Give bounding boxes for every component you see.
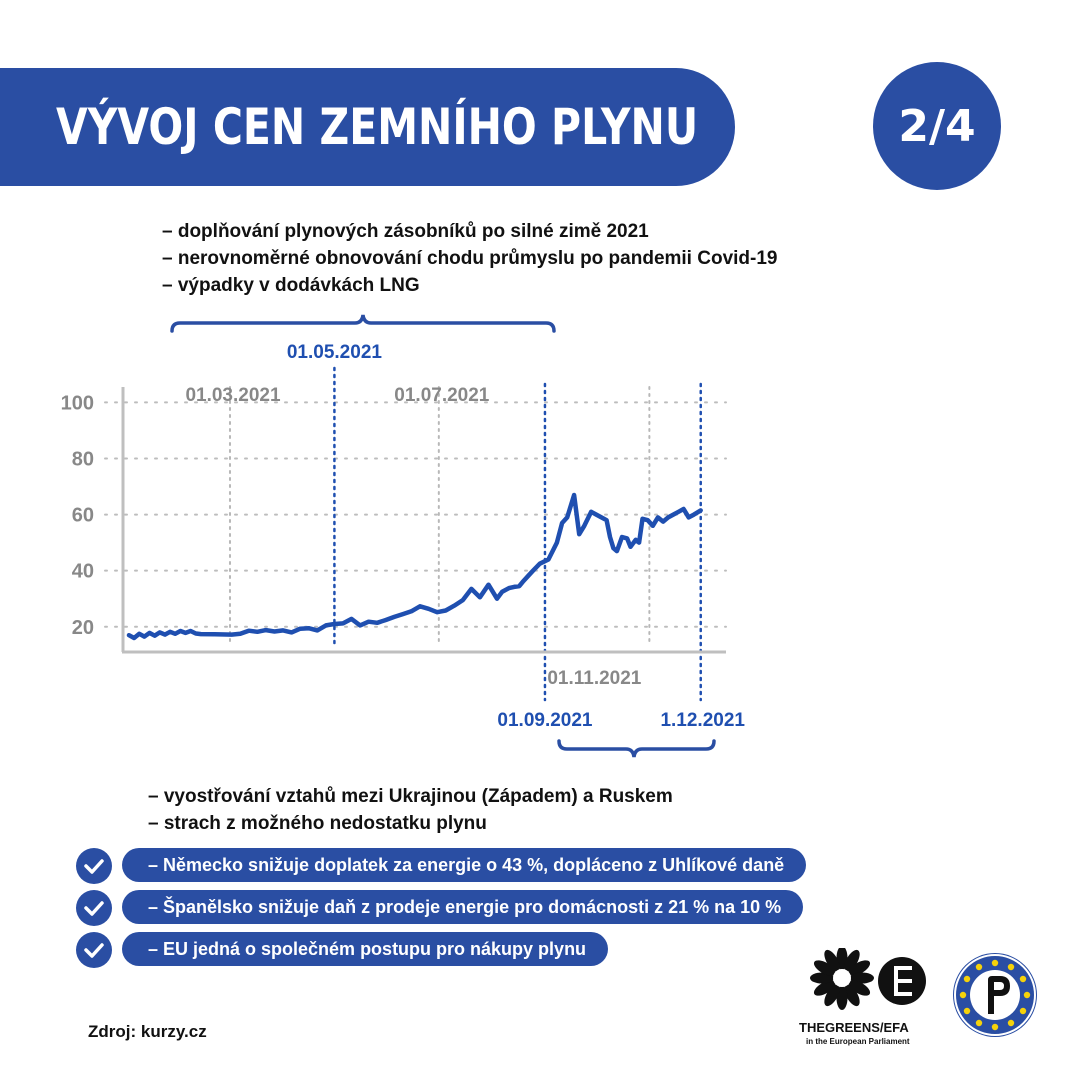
y-tick-label: 100: [61, 392, 94, 414]
page-title: VÝVOJ CEN ZEMNÍHO PLYNU: [56, 98, 699, 156]
list-item: – vyostřování vztahů mezi Ukrajinou (Záp…: [148, 786, 673, 807]
blue-date-label: 01.05.2021: [287, 342, 383, 363]
greens-logo-text: THEGREENS/EFA: [799, 1020, 909, 1035]
list-item: – doplňování plynových zásobníků po siln…: [162, 221, 649, 242]
list-item: – nerovnoměrné obnovování chodu průmyslu…: [162, 248, 778, 269]
blue-date-label: 01.09.2021: [497, 710, 593, 731]
greens-logo-subtext: in the European Parliament: [806, 1037, 910, 1046]
y-tick-labels: 20 40 60 80 100: [61, 392, 94, 638]
price-series-line: [126, 492, 703, 641]
measure-pill: – EU jedná o společném postupu pro nákup…: [122, 932, 609, 966]
check-icon: [76, 932, 112, 968]
reasons-second-period: – vyostřování vztahů mezi Ukrajinou (Záp…: [148, 783, 673, 837]
greens-efa-logo: THEGREENS/EFA in the European Parliament: [799, 948, 926, 1046]
gray-date-label: 01.07.2021: [394, 385, 490, 406]
date-marker-lines: [228, 366, 702, 702]
y-tick-label: 40: [72, 561, 94, 583]
check-icon: [76, 890, 112, 926]
y-tick-label: 60: [72, 505, 94, 527]
reasons-first-period: – doplňování plynových zásobníků po siln…: [162, 218, 777, 299]
measure-pill: – Německo snižuje doplatek za energie o …: [122, 848, 807, 882]
blue-date-label: 1.12.2021: [660, 710, 745, 731]
list-item: – strach z možného nedostatku plynu: [148, 813, 487, 834]
gridlines: [104, 401, 727, 628]
check-icon: [76, 848, 112, 884]
bottom-period-brace: [557, 739, 716, 758]
y-tick-label: 80: [72, 449, 94, 471]
list-item: – výpadky v dodávkách LNG: [162, 275, 420, 296]
y-tick-label: 20: [72, 617, 94, 639]
date-marker-labels: 01.03.2021 01.07.2021 01.11.2021 01.05.2021…: [185, 342, 745, 731]
title-banner: [0, 68, 735, 186]
measure-pill: – Španělsko snižuje daň z prodeje energi…: [122, 890, 804, 924]
page-indicator: 2/4: [873, 62, 1001, 190]
pirate-party-logo: [953, 953, 1037, 1037]
gray-date-label: 01.03.2021: [185, 385, 281, 406]
source-note: Zdroj: kurzy.cz: [88, 1022, 207, 1041]
top-period-brace: [170, 314, 556, 333]
gray-date-label: 01.11.2021: [547, 668, 641, 689]
